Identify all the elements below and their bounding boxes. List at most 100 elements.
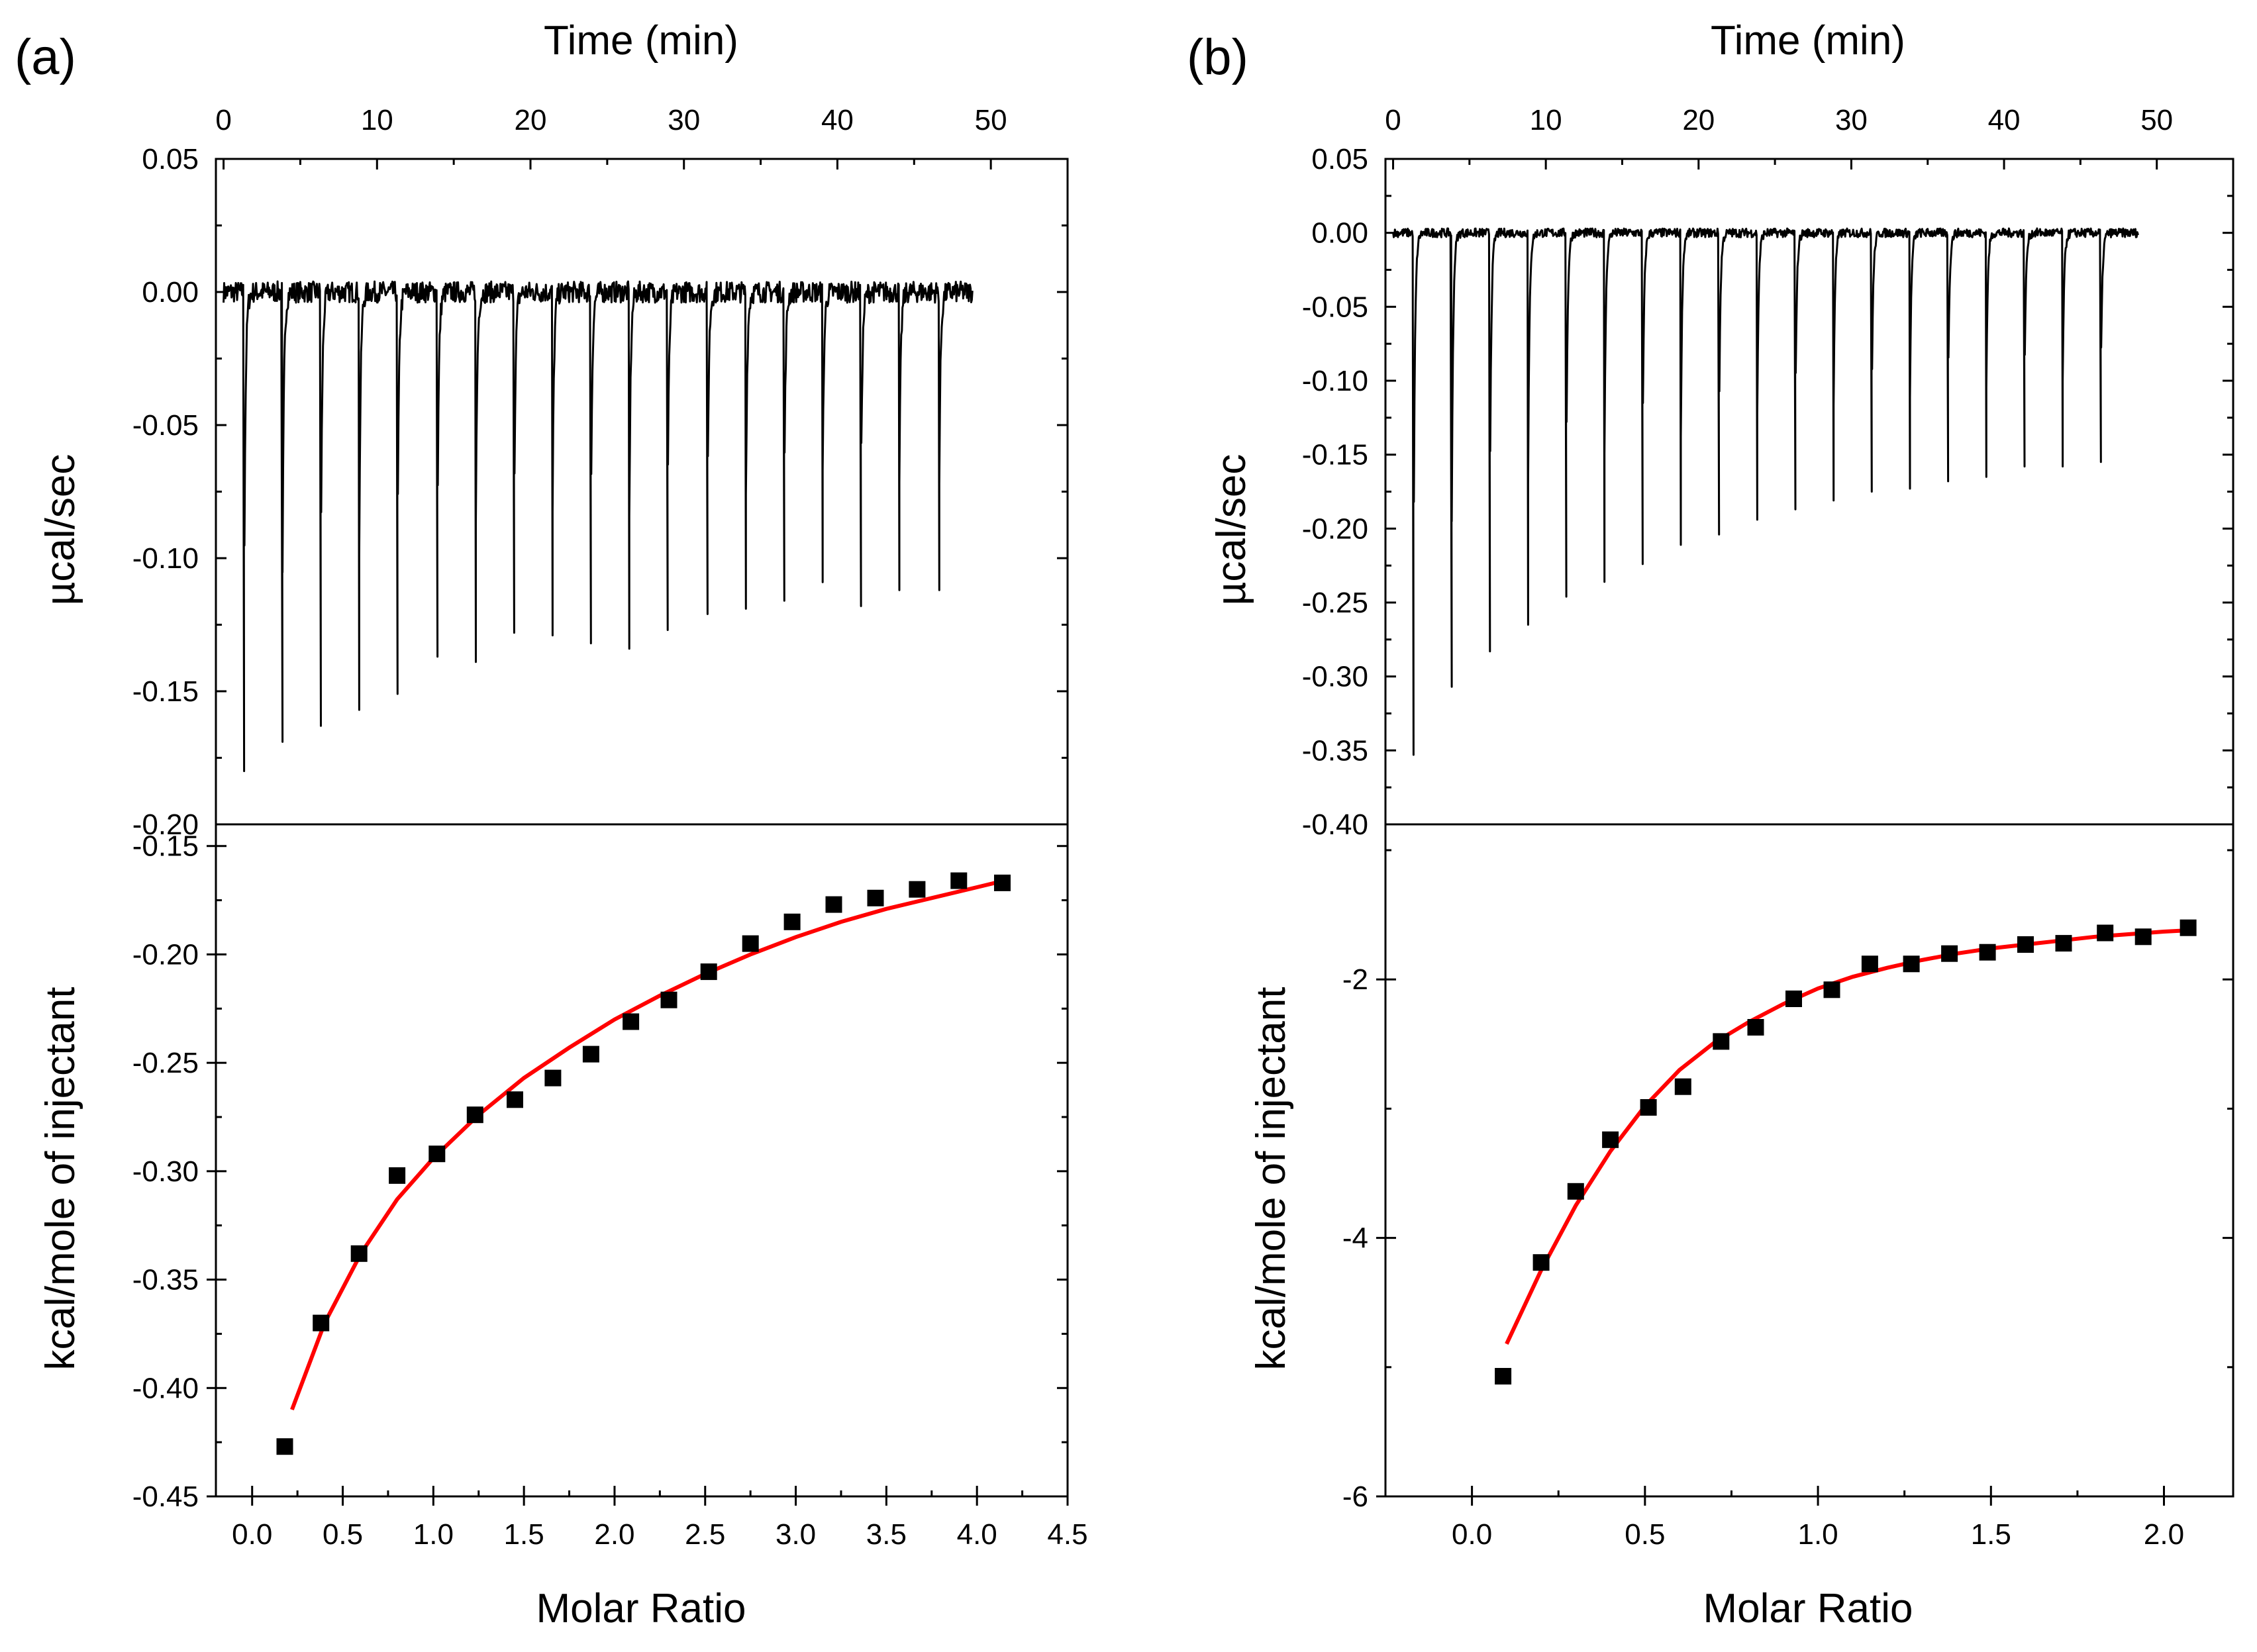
- isotherm-frame-a: [215, 823, 1069, 1498]
- thermogram-trace-a: [223, 280, 974, 773]
- thermogram-plot-b: 0 10 20 30 40 50 0.05 0.00 -0.05 -0.10 -0.15 -0.20 -…: [1302, 104, 2233, 841]
- ratio-tick-label-a-2: 1.0: [413, 1518, 454, 1551]
- thermogram-plot-a: 0 10 20 30 40 50 0.05 0.00 -0.05 -0.10 -0.15 -0.20: [132, 104, 1068, 841]
- power-tick-label-b-9: -0.40: [1302, 808, 1368, 841]
- ratio-tick-label-a-6: 3.0: [776, 1518, 816, 1551]
- power-tick-label-b-1: 0.00: [1311, 217, 1368, 250]
- data-point-b-14: [2017, 936, 2034, 953]
- data-point-a-3: [389, 1167, 406, 1184]
- data-point-a-15: [867, 889, 884, 906]
- thermogram-ylabel-b: µcal/sec: [1209, 454, 1254, 606]
- time-tick-label-b-5: 50: [2140, 104, 2173, 136]
- data-point-b-5: [1674, 1078, 1691, 1095]
- power-tick-label-b-2: -0.05: [1302, 291, 1368, 323]
- ratio-tick-label-a-5: 2.5: [685, 1518, 725, 1551]
- time-tick-label-a-1: 10: [361, 104, 393, 136]
- data-point-a-18: [994, 874, 1011, 891]
- power-tick-label-a-1: 0.00: [142, 276, 199, 309]
- bottom-axis-label-b: Molar Ratio: [1703, 1586, 1913, 1631]
- time-tick-label-a-5: 50: [975, 104, 1007, 136]
- data-point-a-14: [825, 896, 842, 913]
- data-point-b-2: [1567, 1183, 1584, 1200]
- time-tick-label-b-0: 0: [1385, 104, 1401, 136]
- data-point-b-0: [1495, 1368, 1512, 1385]
- time-tick-label-b-2: 20: [1682, 104, 1715, 136]
- data-point-b-8: [1785, 991, 1802, 1007]
- data-point-a-2: [350, 1245, 368, 1262]
- ratio-tick-label-a-8: 4.0: [957, 1518, 997, 1551]
- data-point-b-4: [1640, 1099, 1657, 1116]
- power-tick-label-a-3: -0.10: [132, 542, 199, 575]
- data-point-b-17: [2134, 928, 2152, 946]
- data-point-a-8: [582, 1045, 599, 1063]
- heat-tick-label-a-1: -0.20: [132, 938, 199, 971]
- thermogram-frame-b: [1384, 158, 2234, 826]
- data-point-a-4: [428, 1145, 446, 1163]
- data-point-a-17: [950, 872, 968, 889]
- fit-curve-b: [1505, 928, 2189, 1345]
- data-point-b-18: [2180, 919, 2197, 936]
- power-tick-label-b-7: -0.30: [1302, 661, 1368, 693]
- data-point-b-3: [1602, 1131, 1619, 1148]
- time-tick-label-b-4: 40: [1988, 104, 2021, 136]
- data-point-b-10: [1861, 955, 1878, 973]
- isotherm-plot-a: 0.0 0.5 1.0 1.5 2.0 2.5 3.0 3.5 4.0 4.5 -0.15 -0.20…: [132, 830, 1088, 1551]
- heat-tick-label-a-4: -0.35: [132, 1264, 199, 1296]
- data-point-b-11: [1903, 955, 1920, 973]
- time-tick-label-a-0: 0: [215, 104, 231, 136]
- heat-tick-label-b-0: -2: [1342, 963, 1368, 996]
- data-point-a-5: [466, 1106, 483, 1124]
- bottom-axis-label-a: Molar Ratio: [536, 1586, 746, 1631]
- power-tick-label-b-4: -0.15: [1302, 439, 1368, 471]
- ratio-tick-label-a-7: 3.5: [866, 1518, 907, 1551]
- time-tick-label-a-3: 30: [668, 104, 700, 136]
- ratio-tick-label-a-4: 2.0: [594, 1518, 634, 1551]
- panel-a: (a) Time (min) Molar Ratio µcal/sec kcal…: [15, 18, 1088, 1631]
- power-tick-label-a-0: 0.05: [142, 143, 199, 175]
- data-point-b-9: [1823, 981, 1840, 998]
- heat-tick-label-a-3: -0.30: [132, 1155, 199, 1188]
- time-tick-label-b-3: 30: [1835, 104, 1868, 136]
- isotherm-ylabel-a: kcal/mole of injectant: [38, 987, 83, 1371]
- heat-tick-label-a-0: -0.15: [132, 830, 199, 863]
- data-point-a-16: [909, 881, 926, 898]
- data-point-a-0: [276, 1438, 293, 1455]
- thermogram-trace-b: [1392, 227, 2139, 756]
- top-axis-label-b: Time (min): [1711, 18, 1905, 64]
- heat-tick-label-a-6: -0.45: [132, 1481, 199, 1513]
- power-tick-label-a-4: -0.15: [132, 675, 199, 708]
- data-point-a-13: [783, 913, 801, 930]
- data-point-a-10: [660, 991, 677, 1008]
- time-tick-label-a-4: 40: [821, 104, 854, 136]
- data-point-b-16: [2097, 924, 2114, 942]
- power-tick-label-b-0: 0.05: [1311, 143, 1368, 175]
- isotherm-frame-b: [1384, 823, 2234, 1498]
- power-tick-label-b-3: -0.10: [1302, 365, 1368, 397]
- data-point-a-6: [507, 1091, 523, 1108]
- panel-b: (b) Time (min) Molar Ratio µcal/sec kcal…: [1187, 18, 2234, 1631]
- data-point-a-9: [623, 1013, 640, 1030]
- ratio-tick-label-b-0: 0.0: [1452, 1518, 1492, 1551]
- power-tick-label-b-5: -0.20: [1302, 512, 1368, 545]
- top-axis-label-a: Time (min): [544, 18, 738, 64]
- data-point-a-12: [742, 935, 759, 952]
- heat-tick-label-b-1: -4: [1342, 1222, 1368, 1255]
- ratio-tick-label-a-0: 0.0: [232, 1518, 272, 1551]
- power-tick-label-a-5: -0.20: [132, 808, 199, 841]
- data-point-a-1: [313, 1314, 330, 1332]
- ratio-tick-label-b-3: 1.5: [1971, 1518, 2011, 1551]
- panel-letter-b: (b): [1187, 29, 1248, 85]
- data-point-b-7: [1747, 1019, 1764, 1036]
- data-point-b-12: [1941, 945, 1958, 962]
- power-tick-label-a-2: -0.05: [132, 409, 199, 442]
- power-tick-label-b-8: -0.35: [1302, 734, 1368, 767]
- panel-letter-a: (a): [15, 29, 76, 85]
- data-point-a-11: [700, 963, 717, 981]
- data-point-b-1: [1532, 1254, 1550, 1271]
- data-point-b-6: [1713, 1033, 1730, 1050]
- isotherm-ylabel-b: kcal/mole of injectant: [1248, 987, 1294, 1371]
- isotherm-plot-b: 0.0 0.5 1.0 1.5 2.0 -2 -4 -6: [1342, 849, 2233, 1551]
- heat-tick-label-a-5: -0.40: [132, 1372, 199, 1404]
- data-point-b-13: [1979, 944, 1996, 961]
